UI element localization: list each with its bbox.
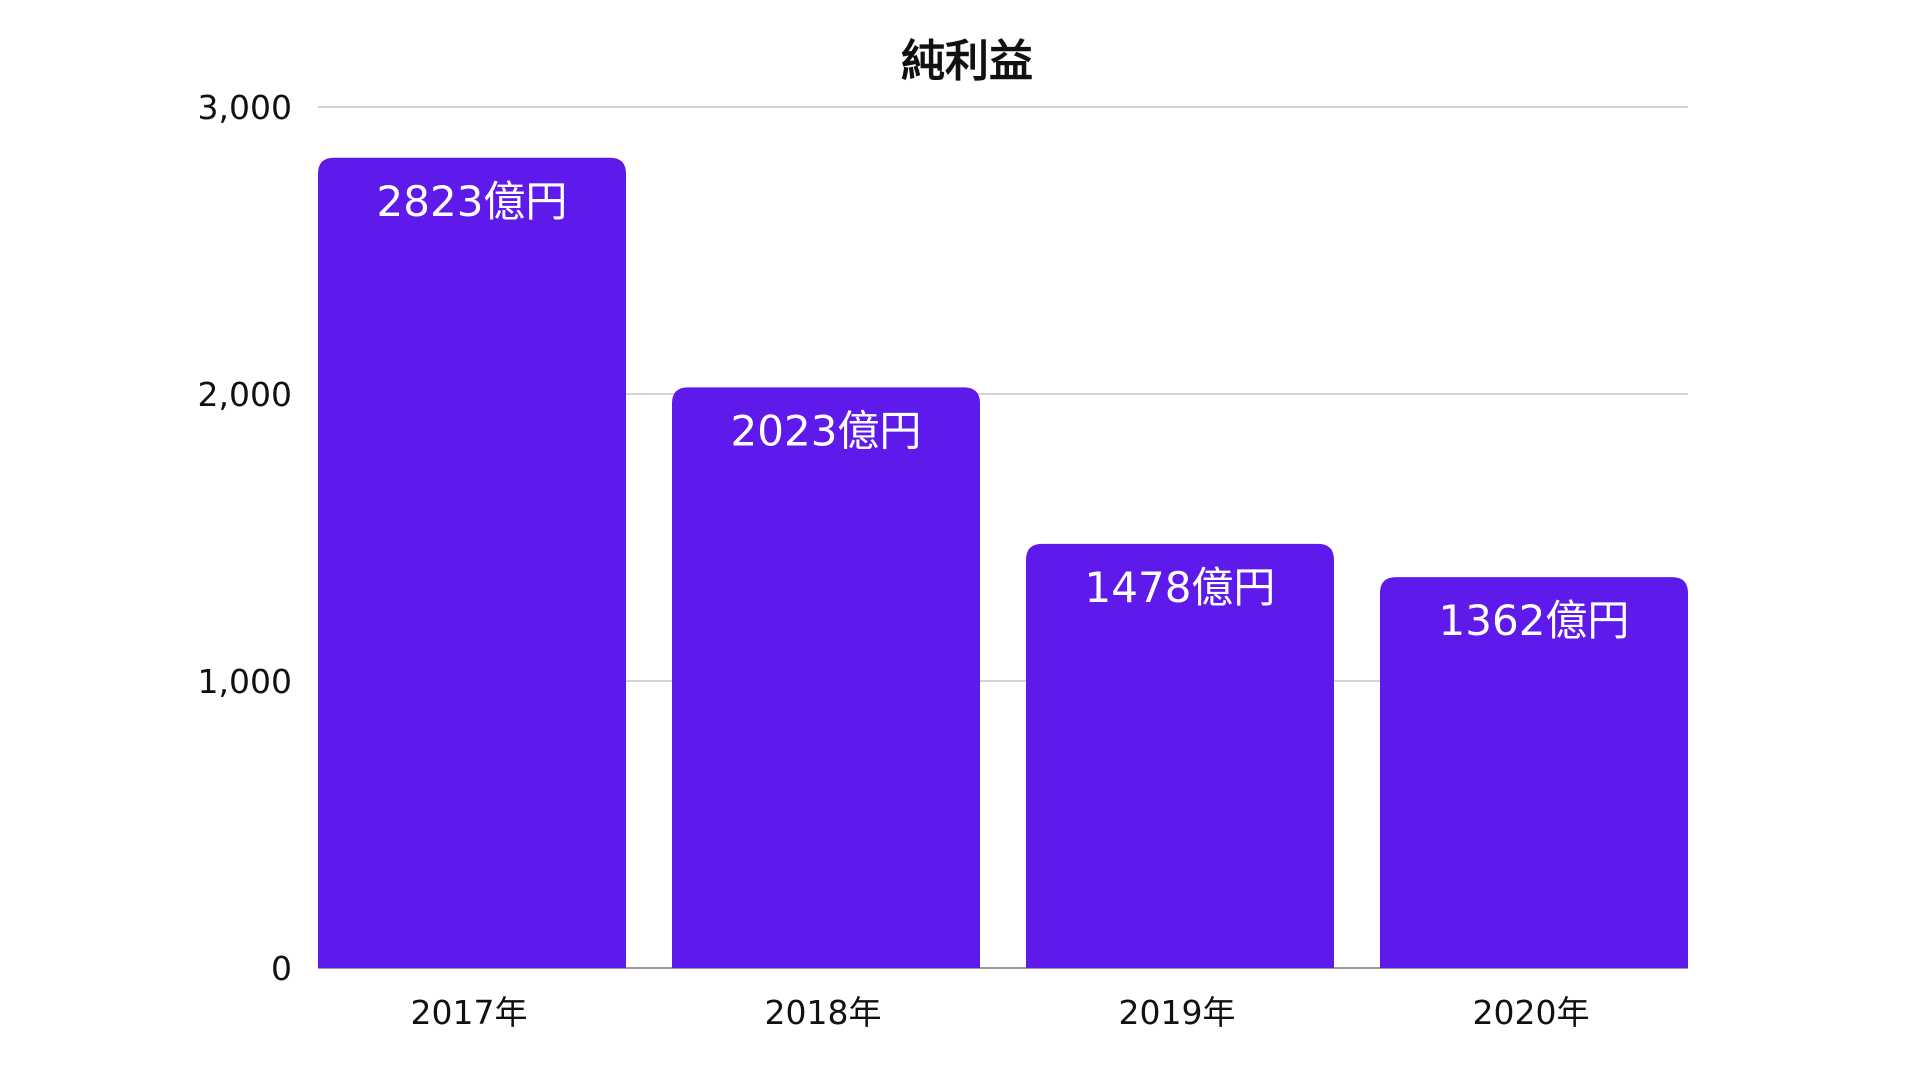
- bar-value-label: 2023億円: [731, 406, 922, 455]
- x-tick-label: 2019年: [1119, 993, 1236, 1032]
- bar-value-label: 1478億円: [1085, 563, 1276, 612]
- x-tick-label: 2018年: [765, 993, 882, 1032]
- x-axis: 2017年 2018年 2019年 2020年: [411, 993, 1590, 1032]
- y-axis: 0 1,000 2,000 3,000: [198, 88, 292, 988]
- bar: [1026, 543, 1334, 968]
- bar: [1380, 577, 1688, 968]
- chart-title: 純利益: [901, 36, 1033, 87]
- bar-value-label: 1362億円: [1439, 596, 1630, 645]
- y-tick-label: 1,000: [198, 662, 292, 701]
- x-tick-label: 2017年: [411, 993, 528, 1032]
- bars: [318, 157, 1688, 968]
- bar: [672, 387, 980, 968]
- data-labels: 2823億円 2023億円 1478億円 1362億円: [377, 177, 1630, 645]
- bar-value-label: 2823億円: [377, 177, 568, 226]
- bar: [318, 157, 626, 968]
- x-tick-label: 2020年: [1473, 993, 1590, 1032]
- y-tick-label: 3,000: [198, 88, 292, 127]
- y-tick-label: 2,000: [198, 375, 292, 414]
- y-tick-label: 0: [271, 949, 292, 988]
